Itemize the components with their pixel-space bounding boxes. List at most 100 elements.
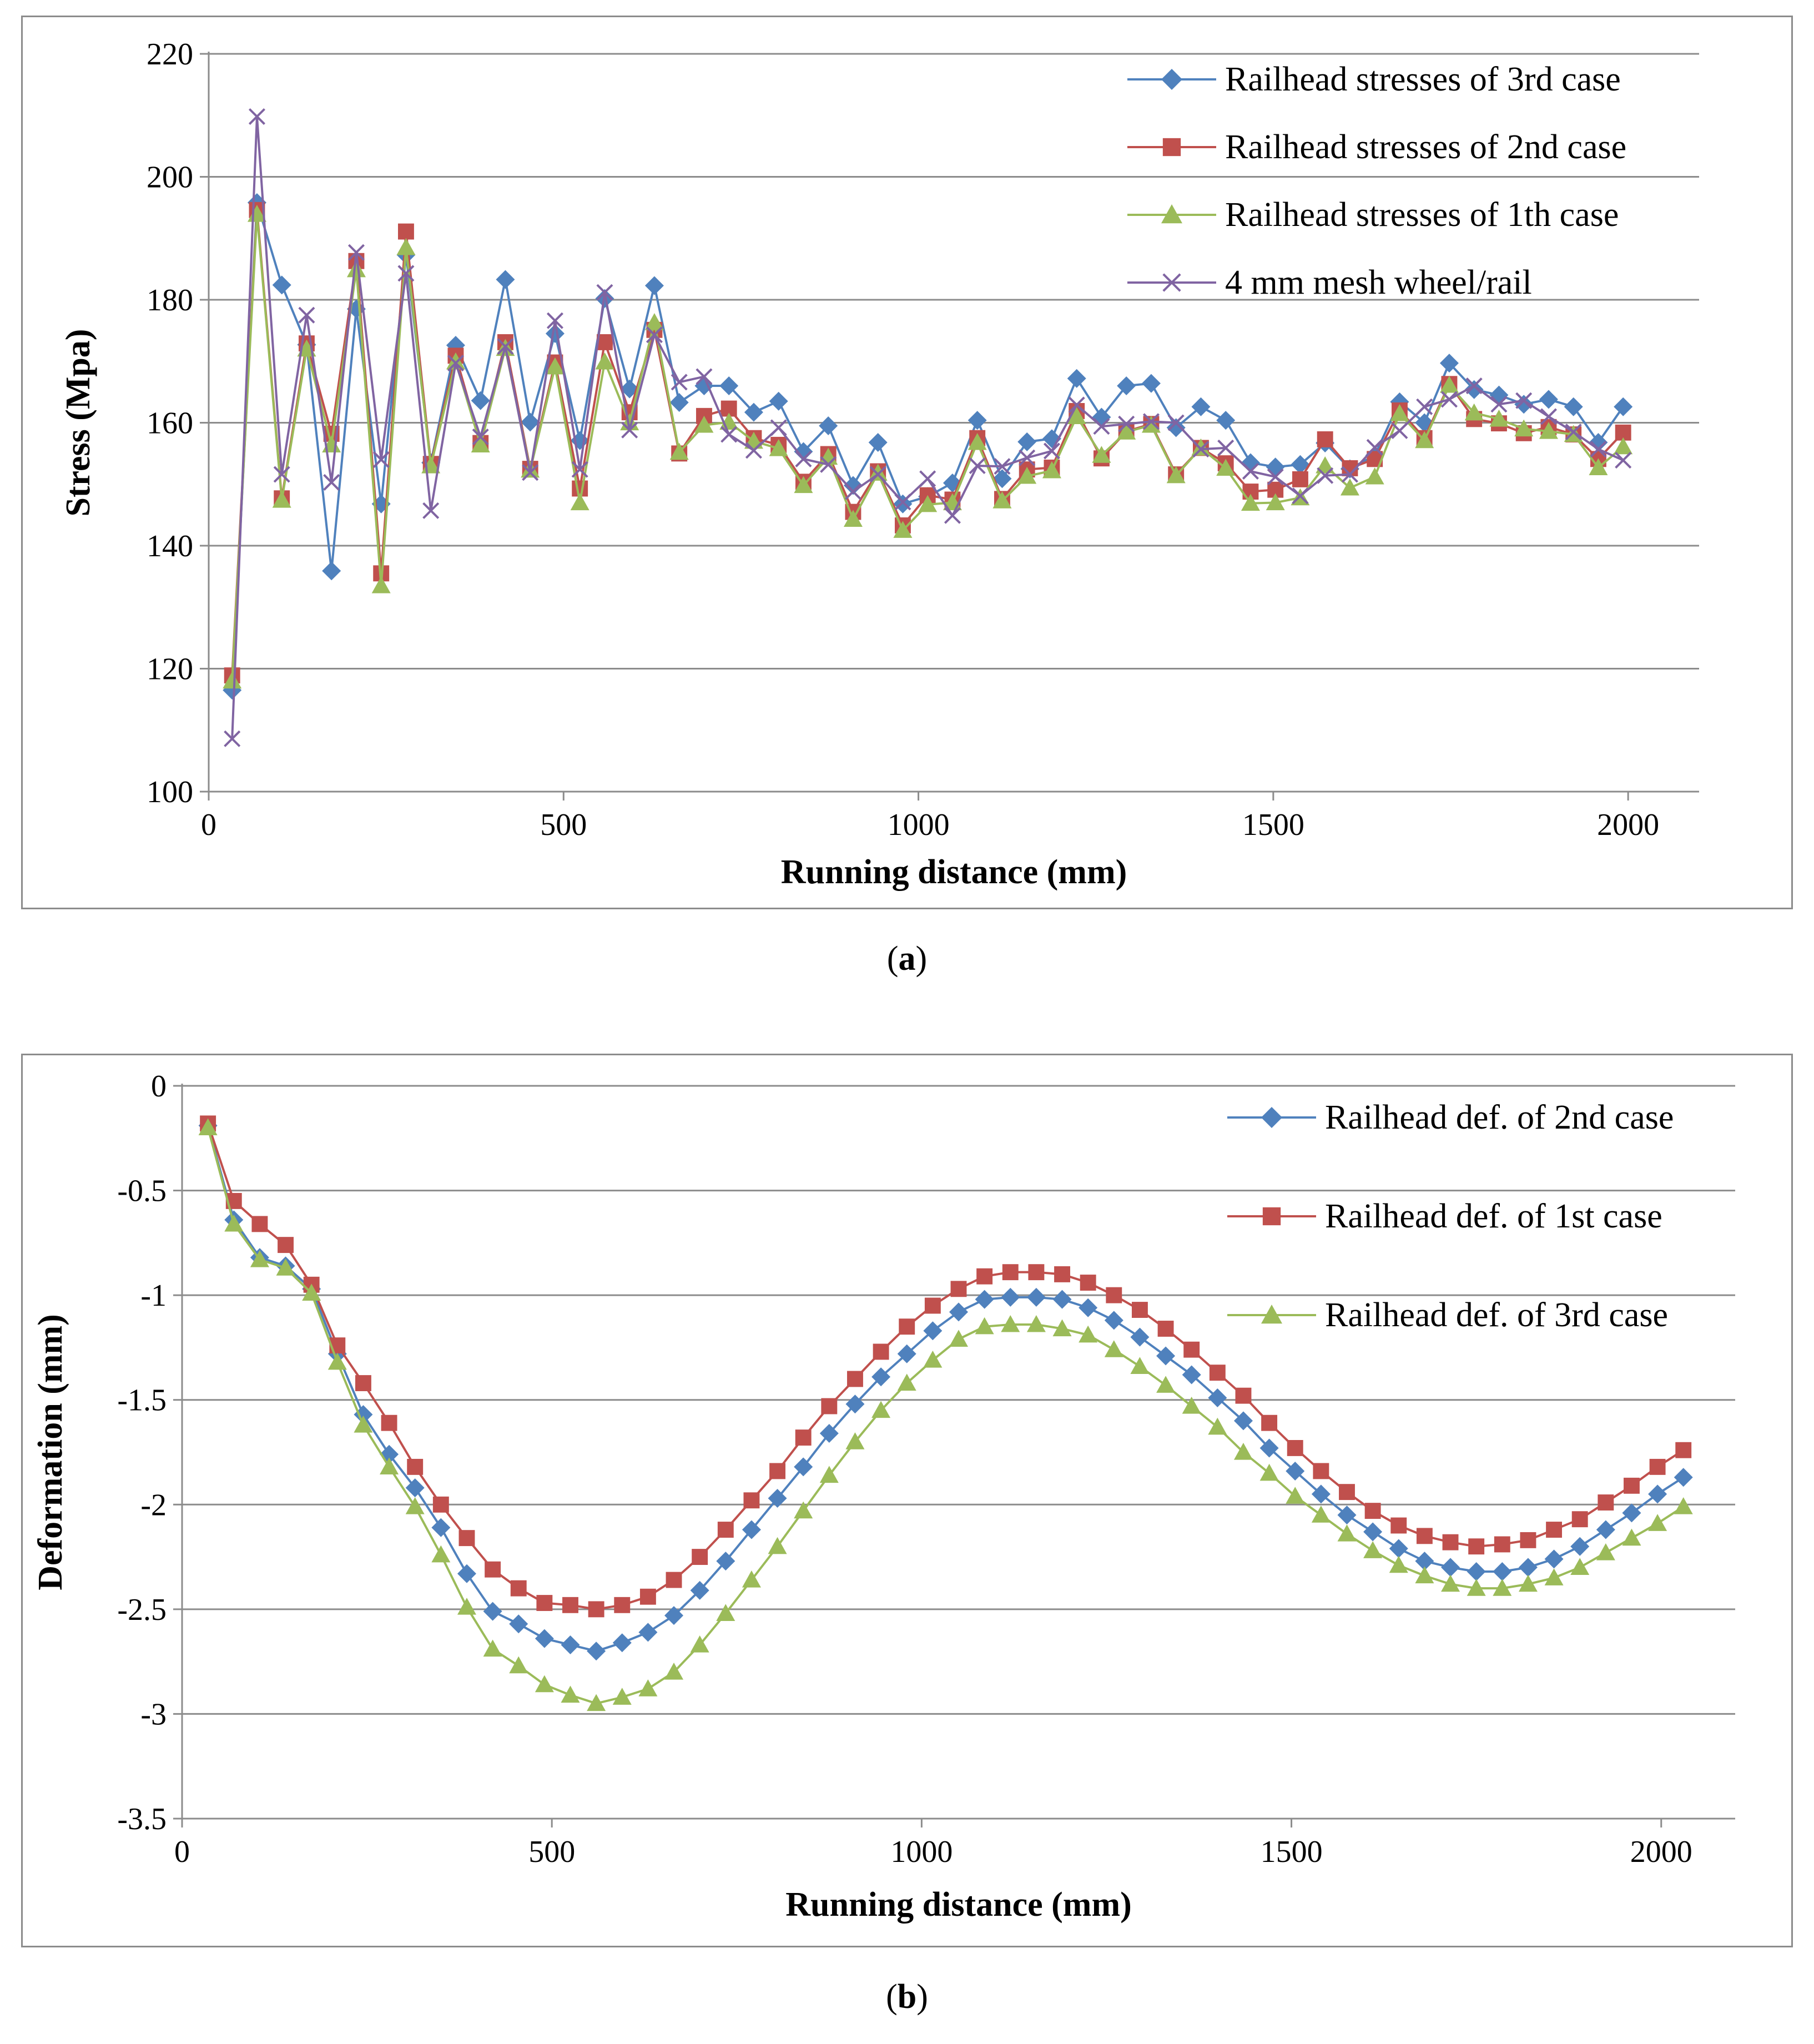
a-series-3-point-38	[1167, 414, 1185, 431]
b-y-tick-label-2: -1	[140, 1278, 167, 1313]
b-series-1-point-48	[1442, 1534, 1459, 1550]
a-series-0-point-23	[794, 442, 813, 461]
a-legend-entry-3: 4 mm mesh wheel/rail	[1127, 264, 1532, 301]
a-series-2-point-39	[1191, 438, 1211, 456]
a-series-0-point-54	[1564, 397, 1583, 416]
b-series-2-point-49	[1467, 1579, 1486, 1596]
b-series-1-point-23	[795, 1429, 812, 1446]
a-series-0-point-51	[1489, 385, 1509, 405]
b-series-1-point-39	[1209, 1365, 1226, 1381]
b-series-1-point-13	[536, 1595, 553, 1611]
b-series-1-point-34	[1080, 1275, 1096, 1291]
b-series-1-point-55	[1624, 1477, 1640, 1494]
b-series-1-point-3	[278, 1237, 294, 1253]
a-series-2-point-42	[1266, 493, 1285, 511]
b-series-1-line	[206, 1123, 1684, 1610]
b-series-0-point-6	[354, 1405, 373, 1424]
b-series-0-point-17	[638, 1623, 658, 1642]
b-series-0-point-18	[664, 1606, 684, 1625]
b-series-1-point-11	[485, 1561, 501, 1578]
b-series-2-point-47	[1415, 1566, 1434, 1584]
b-series-2-point-36	[1130, 1357, 1150, 1374]
b-series-0-point-27	[897, 1344, 916, 1363]
a-series-3-point-25	[844, 483, 861, 500]
b-series-0-point-26	[871, 1367, 891, 1387]
a-series-3-point-8	[422, 502, 440, 519]
a-series-2-point-25	[843, 510, 863, 527]
b-series-2-point-45	[1363, 1541, 1383, 1558]
a-series-3-point-49	[1440, 391, 1458, 408]
a-series-3-point-3	[298, 306, 315, 324]
b-y-tick-label-4: -2	[140, 1488, 167, 1522]
b-series-2-point-57	[1674, 1497, 1693, 1514]
b-series-0-point-40	[1233, 1411, 1253, 1431]
b-series-1-point-38	[1183, 1341, 1200, 1358]
b-series-1-point-54	[1598, 1494, 1614, 1511]
b-series-0-point-52	[1544, 1549, 1564, 1569]
b-series-2-point-32	[1026, 1315, 1046, 1332]
a-series-2-point-7	[396, 238, 416, 255]
b-series-2-point-14	[561, 1685, 580, 1703]
b-series-0-point-24	[819, 1424, 839, 1443]
a-series-0-point-56	[1614, 397, 1633, 416]
a-series-3-point-6	[372, 451, 390, 468]
a-series-3-point-42	[1267, 468, 1284, 485]
a-series-2-point-28	[918, 495, 938, 512]
b-series-0-point-39	[1208, 1388, 1227, 1407]
b-series-1-point-20	[717, 1522, 734, 1538]
a-series-2-point-33	[1042, 461, 1061, 479]
b-x-tick-label-0: 0	[174, 1835, 190, 1869]
b-series-2-point-17	[638, 1679, 658, 1696]
deformation-chart: 0-0.5-1-1.5-2-2.5-3-3.50 500 1000 1500 2000R…	[32, 1069, 1735, 1924]
b-series-2-point-21	[742, 1570, 761, 1588]
a-series-2-point-30	[968, 432, 987, 450]
b-series-2-point-9	[431, 1545, 451, 1563]
b-series-2-point-1	[224, 1214, 244, 1232]
b-legend-swatch-marker-1	[1262, 1207, 1281, 1226]
b-x-tick-label-3: 1500	[1261, 1835, 1323, 1869]
a-series-3-point-20	[720, 426, 738, 443]
b-y-tick-label-1: -0.5	[117, 1174, 167, 1209]
b-y-axis-title: Deformation (mm)	[32, 1314, 69, 1590]
b-x-axis-title: Running distance (mm)	[785, 1886, 1132, 1924]
b-series-2-point-28	[923, 1351, 943, 1368]
b-series-0-point-7	[380, 1444, 399, 1464]
a-series-3-point-28	[919, 470, 936, 487]
b-series-0-point-42	[1286, 1461, 1305, 1481]
b-series-2-point-20	[716, 1604, 735, 1621]
b-series-0-point-41	[1259, 1438, 1279, 1458]
b-series-2-point-42	[1286, 1487, 1305, 1504]
b-series-0-point-11	[483, 1602, 502, 1621]
b-series-1-point-32	[1028, 1264, 1045, 1281]
a-series-2-point-40	[1216, 459, 1236, 476]
a-legend-label-2: Railhead stresses of 1th case	[1225, 196, 1619, 234]
a-series-2-point-0	[223, 671, 242, 689]
a-series-3-point-55	[1590, 441, 1607, 458]
b-series-1-point-29	[950, 1281, 967, 1297]
a-series-3-point-27	[894, 494, 911, 511]
b-series-2-point-46	[1389, 1555, 1408, 1573]
a-series-3-point-30	[969, 457, 986, 475]
b-series-1-point-17	[639, 1588, 656, 1605]
a-series-0-point-13	[545, 324, 565, 343]
a-series-0-point-2	[272, 275, 291, 295]
b-series-2-point-33	[1052, 1319, 1072, 1337]
b-legend-swatch-marker-0	[1261, 1107, 1282, 1128]
b-series-1-point-14	[562, 1597, 578, 1613]
b-series-1-point-7	[381, 1414, 397, 1431]
b-series-2-point-10	[457, 1598, 476, 1615]
b-series-1-point-30	[976, 1268, 993, 1285]
b-series-0-point-43	[1311, 1484, 1331, 1504]
a-series-0-point-40	[1216, 411, 1236, 430]
b-series-2-point-18	[664, 1663, 684, 1680]
b-series-0-point-10	[457, 1564, 476, 1583]
a-series-2-point-22	[769, 439, 788, 456]
b-x-tick-label-2: 1000	[890, 1835, 953, 1869]
b-series-2-point-22	[768, 1537, 787, 1554]
b-series-2-point-7	[380, 1457, 399, 1474]
b-series-1-point-27	[899, 1318, 915, 1335]
a-series-2-point-50	[1464, 403, 1484, 421]
a-series-0-point-49	[1439, 354, 1459, 373]
a-series-2-point-10	[471, 435, 490, 452]
b-series-1-point-24	[821, 1398, 838, 1414]
